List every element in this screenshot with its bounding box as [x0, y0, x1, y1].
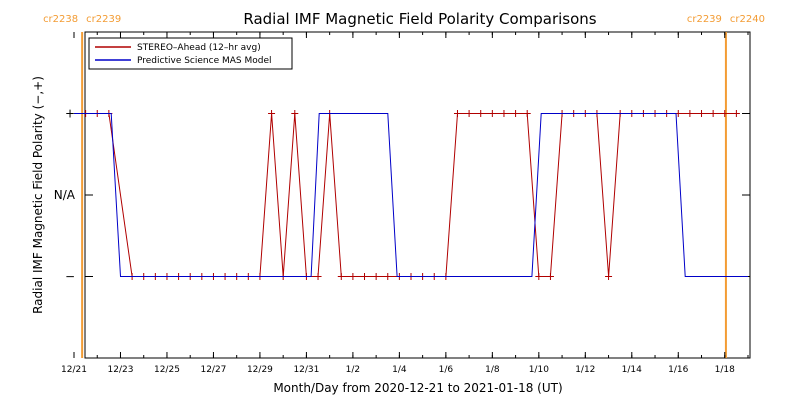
- series-line-1: [74, 113, 748, 277]
- data-point-marker: [523, 110, 531, 117]
- data-point-marker: [546, 273, 554, 280]
- data-point-marker: [512, 110, 520, 117]
- x-tick-label: 1/4: [392, 365, 407, 375]
- carrington-markers: cr2238 cr2239 cr2239 cr2240: [43, 14, 765, 358]
- x-tick-label: 12/25: [154, 365, 180, 375]
- data-point-marker: [721, 110, 729, 117]
- x-tick-label: 12/23: [108, 365, 134, 375]
- x-tick-label: 12/31: [293, 365, 319, 375]
- carrington-label-right: cr2240: [730, 14, 765, 25]
- data-point-marker: [465, 110, 473, 117]
- y-tick-label: N/A: [54, 188, 76, 202]
- legend-label-stereo: STEREO–Ahead (12–hr avg): [137, 43, 261, 53]
- axes: 12/21 12/23 12/25 12/27 12/29 12/31 1/2 1/4 1/6 1…: [54, 32, 750, 375]
- x-tick-label: 1/8: [485, 365, 500, 375]
- data-point-marker: [500, 110, 508, 117]
- data-point-marker: [535, 273, 543, 280]
- plot-area: [84, 31, 751, 359]
- x-tick-label: 1/18: [715, 365, 735, 375]
- data-point-marker: [349, 273, 357, 280]
- data-point-marker: [732, 110, 740, 117]
- x-tick-label: 12/29: [247, 365, 273, 375]
- data-point-marker: [477, 110, 485, 117]
- carrington-label-right: cr2239: [86, 14, 121, 25]
- data-point-marker: [453, 110, 461, 117]
- x-tick-label: 1/12: [575, 365, 595, 375]
- data-point-marker: [384, 273, 392, 280]
- data-point-marker: [709, 110, 717, 117]
- data-point-marker: [686, 110, 694, 117]
- data-point-marker: [268, 110, 276, 117]
- data-point-marker: [698, 110, 706, 117]
- data-point-marker: [314, 273, 322, 280]
- x-axis-label: Month/Day from 2020-12-21 to 2021-01-18 …: [273, 381, 562, 395]
- legend: STEREO–Ahead (12–hr avg) Predictive Scie…: [88, 37, 293, 70]
- legend-label-mas-model: Predictive Science MAS Model: [137, 56, 272, 66]
- chart-title: Radial IMF Magnetic Field Polarity Compa…: [243, 10, 596, 28]
- x-tick-label: 1/14: [622, 365, 642, 375]
- carrington-label-left: cr2238: [43, 14, 78, 25]
- data-point-marker: [337, 273, 345, 280]
- series-lines: [74, 110, 748, 280]
- data-point-marker: [488, 110, 496, 117]
- x-tick-label: 12/21: [61, 365, 87, 375]
- series-line-0: [85, 113, 737, 277]
- carrington-label-left: cr2239: [687, 14, 722, 25]
- x-tick-label: 12/27: [200, 365, 226, 375]
- data-point-marker: [361, 273, 369, 280]
- y-axis-label: Radial IMF Magnetic Field Polarity (−,+): [31, 76, 45, 314]
- data-point-marker: [372, 273, 380, 280]
- x-tick-label: 1/10: [529, 365, 549, 375]
- y-tick-label: +: [65, 107, 75, 121]
- x-tick-label: 1/16: [668, 365, 688, 375]
- x-tick-label: 1/2: [346, 365, 360, 375]
- x-tick-label: 1/6: [439, 365, 454, 375]
- data-point-marker: [291, 110, 299, 117]
- data-point-marker: [605, 273, 613, 280]
- y-tick-label: −: [65, 270, 75, 284]
- legend-box: [88, 37, 293, 70]
